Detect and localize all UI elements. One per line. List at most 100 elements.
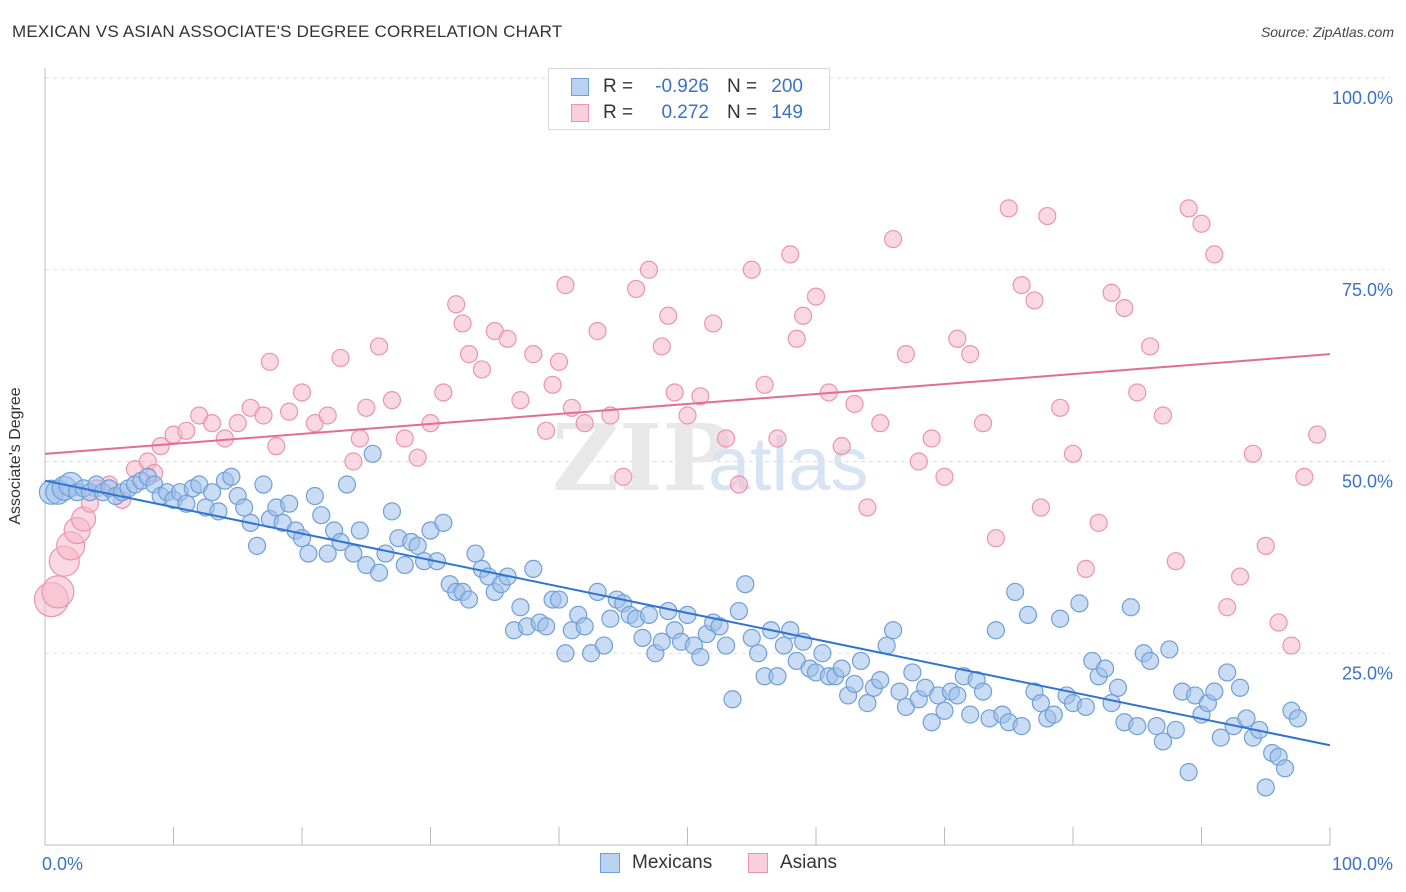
mexicans-point xyxy=(1070,594,1089,613)
mexicans-point xyxy=(1288,709,1307,728)
mexicans-point xyxy=(1128,717,1147,736)
mexicans-point xyxy=(524,559,543,578)
mexicans-point xyxy=(961,705,980,724)
mexicans-point xyxy=(1147,717,1166,736)
asians-point xyxy=(1166,552,1185,571)
mexicans-point xyxy=(710,617,729,636)
mexicans-point xyxy=(318,544,337,563)
asians-point xyxy=(999,199,1018,218)
asians-point xyxy=(382,391,402,410)
asians-trend-line xyxy=(44,353,1331,455)
mexicans-point xyxy=(247,536,267,555)
mexicans-point xyxy=(1179,763,1198,782)
mexicans-point xyxy=(639,605,659,625)
n-label: N = xyxy=(727,102,758,123)
asians-point xyxy=(1038,206,1057,226)
mexicans-point xyxy=(871,670,890,690)
mexicans-point xyxy=(459,590,479,609)
asians-point xyxy=(331,348,350,368)
asians-point xyxy=(909,452,928,471)
asians-point xyxy=(716,429,736,448)
asians-point xyxy=(883,229,903,249)
mexicans-point xyxy=(511,598,530,617)
asians-point xyxy=(626,279,646,299)
legend-item-mexicans[interactable]: Mexicans xyxy=(600,852,712,874)
mexicans-point xyxy=(280,494,299,513)
mexicans-point xyxy=(466,544,485,563)
mexicans-point xyxy=(1275,759,1295,778)
asians-point xyxy=(896,345,916,364)
asians-swatch xyxy=(571,104,589,122)
mexicans-point xyxy=(370,563,389,582)
asians-point xyxy=(948,329,967,348)
asians-point xyxy=(832,437,851,456)
mexicans-point xyxy=(222,467,241,486)
mexicans-point xyxy=(382,502,402,521)
asians-point xyxy=(871,414,890,433)
asians-point xyxy=(1140,337,1160,356)
legend-item-asians[interactable]: Asians xyxy=(748,852,837,874)
asians-point xyxy=(1051,398,1070,417)
asians-point xyxy=(973,414,993,433)
mexicans-point xyxy=(973,682,993,701)
mexicans-point xyxy=(434,513,453,532)
mexicans-point xyxy=(1205,682,1224,701)
asians-point xyxy=(177,421,196,440)
asians-point xyxy=(588,322,607,341)
mexicans-point xyxy=(556,644,575,663)
asians-point xyxy=(318,406,337,425)
mexicans-trend-line xyxy=(44,479,1331,747)
r-label: R = xyxy=(603,102,634,123)
n-value: 200 xyxy=(771,76,803,97)
asians-point xyxy=(652,337,671,356)
mexicans-point xyxy=(588,582,607,601)
mexicans-point xyxy=(742,628,761,648)
mexicans-point xyxy=(1051,609,1070,628)
mexicans-point xyxy=(1108,678,1128,697)
mexicans-point xyxy=(851,651,871,671)
mexicans-point xyxy=(350,521,369,540)
n-label: N = xyxy=(727,76,758,97)
mexicans-point xyxy=(729,601,749,621)
asians-point xyxy=(768,429,787,448)
asians-point xyxy=(1282,636,1301,655)
asians-point xyxy=(357,398,376,417)
mexicans-point xyxy=(858,694,877,713)
asians-point xyxy=(781,245,800,264)
r-value: -0.926 xyxy=(655,76,709,97)
asians-point xyxy=(543,375,562,394)
mexicans-point xyxy=(1160,640,1179,659)
mexicans-point xyxy=(575,617,594,636)
mexicans-point xyxy=(312,506,331,525)
asians-point xyxy=(1115,299,1134,318)
x-tick-label: 0.0% xyxy=(42,854,83,874)
y-tick-label: 75.0% xyxy=(1342,280,1393,300)
mexicans-point xyxy=(774,636,793,655)
mexicans-point xyxy=(299,544,318,563)
asians-point xyxy=(1076,559,1095,578)
mexicans-point xyxy=(537,617,556,636)
asians-point xyxy=(549,352,569,371)
n-value: 149 xyxy=(771,102,803,123)
asians-point xyxy=(41,575,75,609)
asians-point xyxy=(704,314,723,333)
asians-point xyxy=(858,498,877,517)
asians-point xyxy=(202,414,222,433)
asians-point xyxy=(472,360,491,379)
mexicans-point xyxy=(1076,697,1095,717)
asians-point xyxy=(498,329,517,348)
mexicans-point xyxy=(408,536,427,555)
mexicans-point xyxy=(1218,663,1237,682)
mexicans-point xyxy=(768,667,787,686)
mexicans-point xyxy=(395,555,414,575)
mexicans-point xyxy=(1237,709,1256,728)
mexicans-point xyxy=(363,444,382,463)
mexicans-point xyxy=(1102,694,1121,713)
asians-point xyxy=(447,295,466,314)
mexicans-point xyxy=(1006,582,1025,601)
asians-point xyxy=(794,306,813,325)
asians-point xyxy=(922,429,941,448)
mexicans-point xyxy=(935,701,954,720)
watermark: ZIP atlas xyxy=(552,404,869,512)
